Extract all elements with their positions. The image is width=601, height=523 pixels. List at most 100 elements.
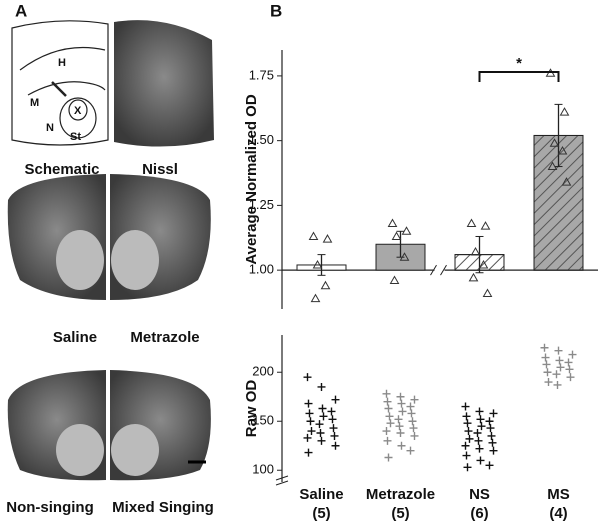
data-point (394, 415, 403, 424)
data-point (555, 356, 564, 365)
data-point (556, 363, 565, 372)
y-tick-label: 150 (252, 413, 274, 428)
data-point (401, 226, 412, 235)
data-point (397, 399, 406, 408)
group-size: (5) (312, 505, 330, 522)
group-size: (6) (470, 505, 488, 522)
panel-label: A (15, 1, 27, 20)
data-point (543, 368, 552, 377)
data-point (552, 370, 561, 379)
data-point (386, 419, 395, 428)
data-point (319, 412, 328, 421)
data-point (331, 395, 340, 404)
data-point (463, 419, 472, 428)
y-axis-title: Average Normalized OD (243, 94, 260, 264)
data-point (315, 420, 324, 429)
data-point (485, 417, 494, 426)
caption: Schematic (24, 161, 99, 178)
caption: Mixed Singing (112, 499, 214, 516)
caption: Metrazole (130, 329, 199, 346)
x-tick-label: Saline (299, 486, 343, 503)
data-point (465, 434, 474, 443)
y-tick-label: 100 (252, 462, 274, 477)
region-label: M (30, 97, 39, 109)
data-point (565, 365, 574, 374)
data-point (554, 346, 563, 355)
data-point (396, 429, 405, 437)
axis-break (275, 475, 289, 486)
data-point (391, 231, 402, 240)
data-point (475, 407, 484, 416)
data-point (462, 412, 471, 421)
y-axis-title: Raw OD (243, 380, 260, 438)
data-point (561, 177, 572, 186)
data-point (317, 436, 326, 445)
data-point (329, 424, 338, 433)
data-point (462, 451, 471, 460)
data-point (398, 407, 407, 416)
data-point (470, 247, 481, 256)
data-point (303, 433, 312, 442)
data-point (406, 402, 415, 411)
data-point (399, 252, 410, 261)
group-size: (5) (391, 505, 409, 522)
caption: Nissl (142, 161, 178, 178)
x-tick-label: Metrazole (366, 486, 435, 503)
data-point (487, 431, 496, 440)
data-point (387, 218, 398, 228)
data-point (466, 218, 477, 228)
data-point (327, 407, 336, 416)
data-point (564, 358, 573, 367)
data-point (307, 427, 316, 436)
data-point (306, 417, 315, 426)
y-tick-label: 1.25 (249, 197, 274, 212)
data-point (304, 399, 313, 408)
data-point (406, 446, 415, 455)
y-tick-label: 1.75 (249, 67, 274, 82)
data-point (310, 293, 321, 303)
data-point (304, 448, 313, 457)
x-tick-label: NS (469, 486, 490, 503)
data-point (568, 350, 577, 359)
data-point (397, 441, 406, 450)
data-point (383, 436, 392, 445)
data-point (382, 427, 391, 436)
region-label: H (58, 57, 66, 69)
data-point (476, 456, 485, 465)
data-point (549, 138, 560, 147)
data-point (318, 404, 327, 413)
data-point (486, 424, 495, 433)
data-point (396, 392, 405, 401)
data-point (384, 453, 393, 462)
y-tick-label: 1.50 (249, 132, 274, 147)
data-point (305, 409, 314, 418)
data-point (384, 404, 393, 413)
data-point (489, 446, 498, 455)
data-point (482, 288, 493, 297)
region-label: X (74, 105, 82, 117)
caption: Non-singing (6, 499, 93, 516)
panel-label: B (270, 1, 282, 20)
data-point (320, 280, 331, 290)
data-point (468, 272, 479, 282)
data-point (566, 373, 575, 382)
data-point (488, 438, 497, 447)
data-point (410, 431, 419, 440)
data-point (474, 436, 483, 445)
data-point (407, 409, 416, 418)
data-point (547, 161, 558, 171)
data-point (308, 231, 319, 240)
data-point (478, 259, 489, 269)
data-point (382, 389, 391, 398)
region-label: St (70, 131, 81, 143)
data-point (557, 146, 568, 155)
region-label: N (46, 122, 54, 134)
caption: Saline (53, 329, 97, 346)
schematic (11, 20, 109, 146)
data-point (322, 234, 333, 243)
data-point (476, 415, 485, 424)
data-point (409, 424, 418, 433)
axis-break (430, 264, 447, 276)
data-point (559, 107, 570, 116)
data-point (473, 429, 482, 437)
